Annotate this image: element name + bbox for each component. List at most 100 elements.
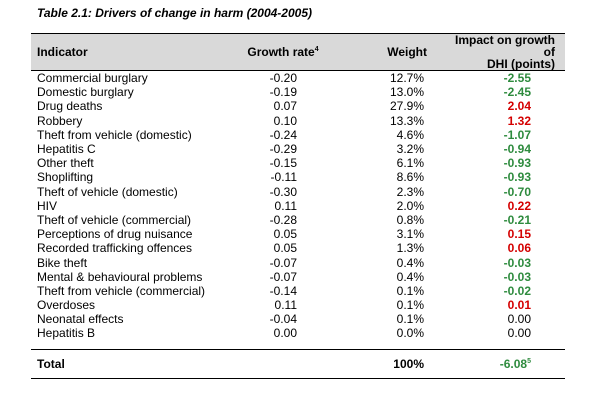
total-growth-cell (231, 349, 335, 379)
table-row: Perceptions of drug nuisance 0.05 3.1% 0.15 (31, 227, 565, 241)
indicator-cell: Domestic burglary (37, 85, 134, 100)
table-row: Theft from vehicle (commercial) -0.14 0.1%… (31, 284, 565, 298)
weight-cell: 0.4% (396, 255, 424, 270)
weight-cell: 13.3% (389, 113, 424, 128)
growth-rate-cell: 0.11 (274, 198, 297, 213)
table-row: Bike theft -0.07 0.4% -0.03 (31, 255, 565, 270)
indicator-cell: Commercial burglary (37, 71, 148, 86)
indicator-cell: Other theft (37, 156, 94, 171)
weight-cell: 2.3% (396, 184, 424, 199)
weight-cell: 0.1% (396, 312, 424, 327)
growth-rate-cell: -0.15 (269, 156, 297, 171)
impact-cell: 0.00 (507, 326, 531, 341)
growth-rate-cell: -0.07 (269, 255, 297, 270)
impact-cell: -0.94 (503, 142, 531, 157)
table-row: Overdoses 0.11 0.1% 0.01 (31, 298, 565, 312)
table-header-row: Indicator Growth rate4 Weight Impact on … (31, 33, 565, 71)
table-row: Theft of vehicle (domestic) -0.30 2.3% -0.7… (31, 185, 565, 199)
growth-rate-cell: -0.30 (269, 184, 297, 199)
weight-cell: 0.8% (396, 212, 424, 227)
indicator-cell: Theft of vehicle (commercial) (37, 212, 192, 227)
indicator-cell: Perceptions of drug nuisance (37, 227, 193, 242)
weight-cell: 0.0% (396, 326, 424, 341)
indicator-cell: Shoplifting (37, 170, 94, 185)
header-growth-rate-label: Growth rate (247, 45, 315, 59)
impact-cell: 0.01 (507, 298, 531, 313)
growth-rate-cell: -0.28 (269, 212, 297, 227)
table-row: Commercial burglary -0.20 12.7% -2.55 (31, 71, 565, 86)
total-impact: -6.085 (437, 349, 565, 379)
header-impact-line2: DHI (points) (487, 57, 555, 71)
growth-rate-cell: -0.11 (270, 170, 297, 185)
growth-rate-cell: -0.20 (269, 71, 297, 86)
table-row: Mental & behavioural problems -0.07 0.4% -0… (31, 270, 565, 284)
impact-cell: 0.22 (507, 198, 531, 213)
indicator-cell: HIV (37, 198, 58, 213)
table-row: HIV 0.11 2.0% 0.22 (31, 199, 565, 213)
impact-cell: -0.03 (503, 269, 531, 284)
table-row: Robbery 0.10 13.3% 1.32 (31, 114, 565, 128)
weight-cell: 3.1% (396, 227, 424, 242)
total-weight: 100% (335, 349, 437, 379)
growth-rate-cell: -0.04 (269, 312, 297, 327)
weight-cell: 1.3% (396, 241, 424, 256)
impact-cell: -0.93 (503, 156, 531, 171)
impact-cell: 0.15 (507, 227, 531, 242)
table-row: Hepatitis C -0.29 3.2% -0.94 (31, 142, 565, 156)
indicator-cell: Mental & behavioural problems (37, 269, 203, 284)
total-impact-value: -6.08 (499, 356, 528, 371)
impact-cell: -1.07 (503, 127, 531, 142)
indicator-cell: Bike theft (37, 255, 88, 270)
header-indicator: Indicator (31, 33, 231, 71)
weight-cell: 4.6% (396, 127, 424, 142)
total-separator-row (31, 340, 565, 350)
total-row: Total 100% -6.085 (31, 349, 565, 379)
growth-rate-cell: 0.05 (273, 241, 297, 256)
weight-cell: 0.4% (396, 269, 424, 284)
impact-cell: -2.55 (503, 71, 531, 86)
footnote-marker-5: 5 (527, 357, 531, 365)
growth-rate-cell: -0.14 (269, 283, 297, 298)
weight-cell: 12.7% (389, 71, 424, 86)
indicator-cell: Hepatitis C (37, 142, 96, 157)
weight-cell: 0.1% (396, 283, 424, 298)
weight-cell: 13.0% (389, 85, 424, 100)
weight-cell: 2.0% (396, 198, 424, 213)
table-row: Neonatal effects -0.04 0.1% 0.00 (31, 312, 565, 326)
indicator-cell: Robbery (37, 113, 83, 128)
weight-cell: 8.6% (396, 170, 424, 185)
impact-cell: 0.00 (507, 312, 531, 327)
impact-cell: -0.02 (503, 283, 531, 298)
indicator-cell: Neonatal effects (37, 312, 124, 327)
growth-rate-cell: 0.00 (273, 326, 297, 341)
impact-cell: 0.06 (507, 241, 531, 256)
growth-rate-cell: -0.24 (269, 127, 297, 142)
header-impact: Impact on growth of DHI (points) (437, 33, 565, 71)
footnote-marker-4: 4 (314, 46, 319, 53)
growth-rate-cell: 0.05 (273, 227, 297, 242)
growth-rate-cell: 0.11 (274, 298, 297, 313)
impact-cell: -0.03 (503, 255, 531, 270)
table-row: Shoplifting -0.11 8.6% -0.93 (31, 170, 565, 184)
indicator-cell: Recorded trafficking offences (37, 241, 192, 256)
indicator-cell: Theft from vehicle (commercial) (37, 283, 206, 298)
table-row: Hepatitis B 0.00 0.0% 0.00 (31, 326, 565, 340)
indicator-cell: Theft from vehicle (domestic) (37, 127, 192, 142)
weight-cell: 27.9% (389, 99, 424, 114)
table-caption: Table 2.1: Drivers of change in harm (20… (37, 6, 312, 20)
growth-rate-cell: -0.19 (269, 85, 297, 100)
header-impact-line1: Impact on growth of (455, 33, 555, 59)
impact-cell: 2.04 (507, 99, 531, 114)
drivers-of-change-table: Indicator Growth rate4 Weight Impact on … (31, 33, 565, 379)
table-row: Other theft -0.15 6.1% -0.93 (31, 156, 565, 170)
weight-cell: 0.1% (396, 298, 424, 313)
indicator-cell: Overdoses (37, 298, 96, 313)
table-row: Recorded trafficking offences 0.05 1.3% 0.0… (31, 241, 565, 255)
weight-cell: 6.1% (396, 156, 424, 171)
table-row: Theft of vehicle (commercial) -0.28 0.8% -0… (31, 213, 565, 227)
indicator-cell: Theft of vehicle (domestic) (37, 184, 178, 199)
indicator-cell: Drug deaths (37, 99, 103, 114)
indicator-cell: Hepatitis B (37, 326, 96, 341)
growth-rate-cell: 0.10 (273, 113, 297, 128)
table-row: Drug deaths 0.07 27.9% 2.04 (31, 99, 565, 113)
